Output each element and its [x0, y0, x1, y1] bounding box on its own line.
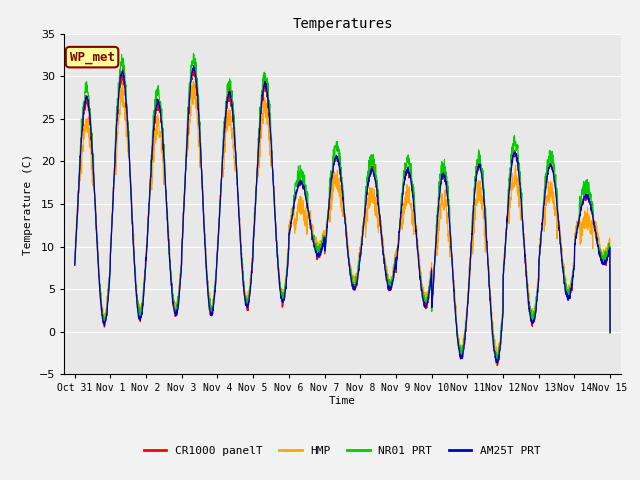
- Legend: CR1000 panelT, HMP, NR01 PRT, AM25T PRT: CR1000 panelT, HMP, NR01 PRT, AM25T PRT: [140, 441, 545, 460]
- X-axis label: Time: Time: [329, 396, 356, 406]
- Text: WP_met: WP_met: [70, 51, 115, 64]
- Title: Temperatures: Temperatures: [292, 17, 393, 31]
- Y-axis label: Temperature (C): Temperature (C): [23, 154, 33, 254]
